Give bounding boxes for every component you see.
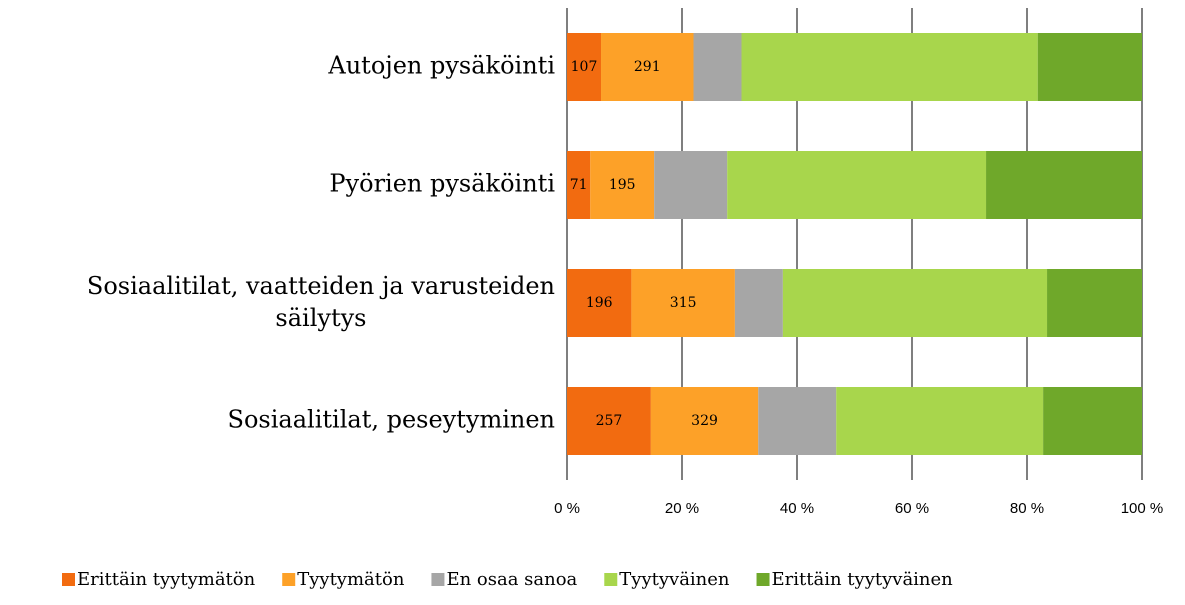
bar-segment [567,387,651,455]
data-label: 329 [691,413,718,429]
legend-swatch [431,573,445,586]
category-label: Autojen pysäköinti [327,52,555,80]
bar-segment [631,269,735,337]
x-tick-label: 20 % [665,500,699,517]
data-label: 315 [670,295,697,311]
bar-segment [590,151,655,219]
data-label: 196 [586,295,613,311]
category-label: Pyörien pysäköinti [329,170,555,198]
legend-label: Tyytymätön [297,569,405,590]
x-tick-label: 0 % [554,500,580,517]
data-label: 71 [570,177,588,193]
legend-label: Erittäin tyytymätön [77,569,256,590]
bar-segment [734,269,783,337]
bar-segment [782,269,1048,337]
legend-label: Erittäin tyytyväinen [772,569,954,590]
x-tick-label: 100 % [1121,500,1164,517]
bar-segment [567,151,591,219]
legend-swatch [282,573,296,586]
data-label: 291 [634,59,661,75]
bar-segment [986,151,1142,219]
data-label: 195 [609,177,636,193]
category-label: Sosiaalitilat, vaatteiden ja varusteiden… [87,272,555,332]
legend-swatch [62,573,75,586]
bar-segment [758,387,837,455]
data-label: 257 [596,413,623,429]
data-label: 107 [571,59,598,75]
bar-segment [650,387,759,455]
x-tick-label: 60 % [895,500,929,517]
bar-segment [1047,269,1142,337]
bar-segment [567,269,632,337]
bar-segment [601,33,694,101]
bar-segment [654,151,728,219]
bar-segment [727,151,987,219]
legend-swatch [756,573,770,586]
category-label: Sosiaalitilat, peseytyminen [228,406,555,434]
legend-swatch [604,573,618,586]
x-tick-label: 80 % [1010,500,1044,517]
bar-segment [1037,33,1142,101]
legend-label: En osaa sanoa [446,569,577,590]
bar-segment [567,33,602,101]
bar-segment [1043,387,1142,455]
legend-label: Tyytyväinen [619,569,730,590]
bar-segment [836,387,1044,455]
bar-segment [693,33,742,101]
bar-segment [741,33,1038,101]
x-tick-label: 40 % [780,500,814,517]
